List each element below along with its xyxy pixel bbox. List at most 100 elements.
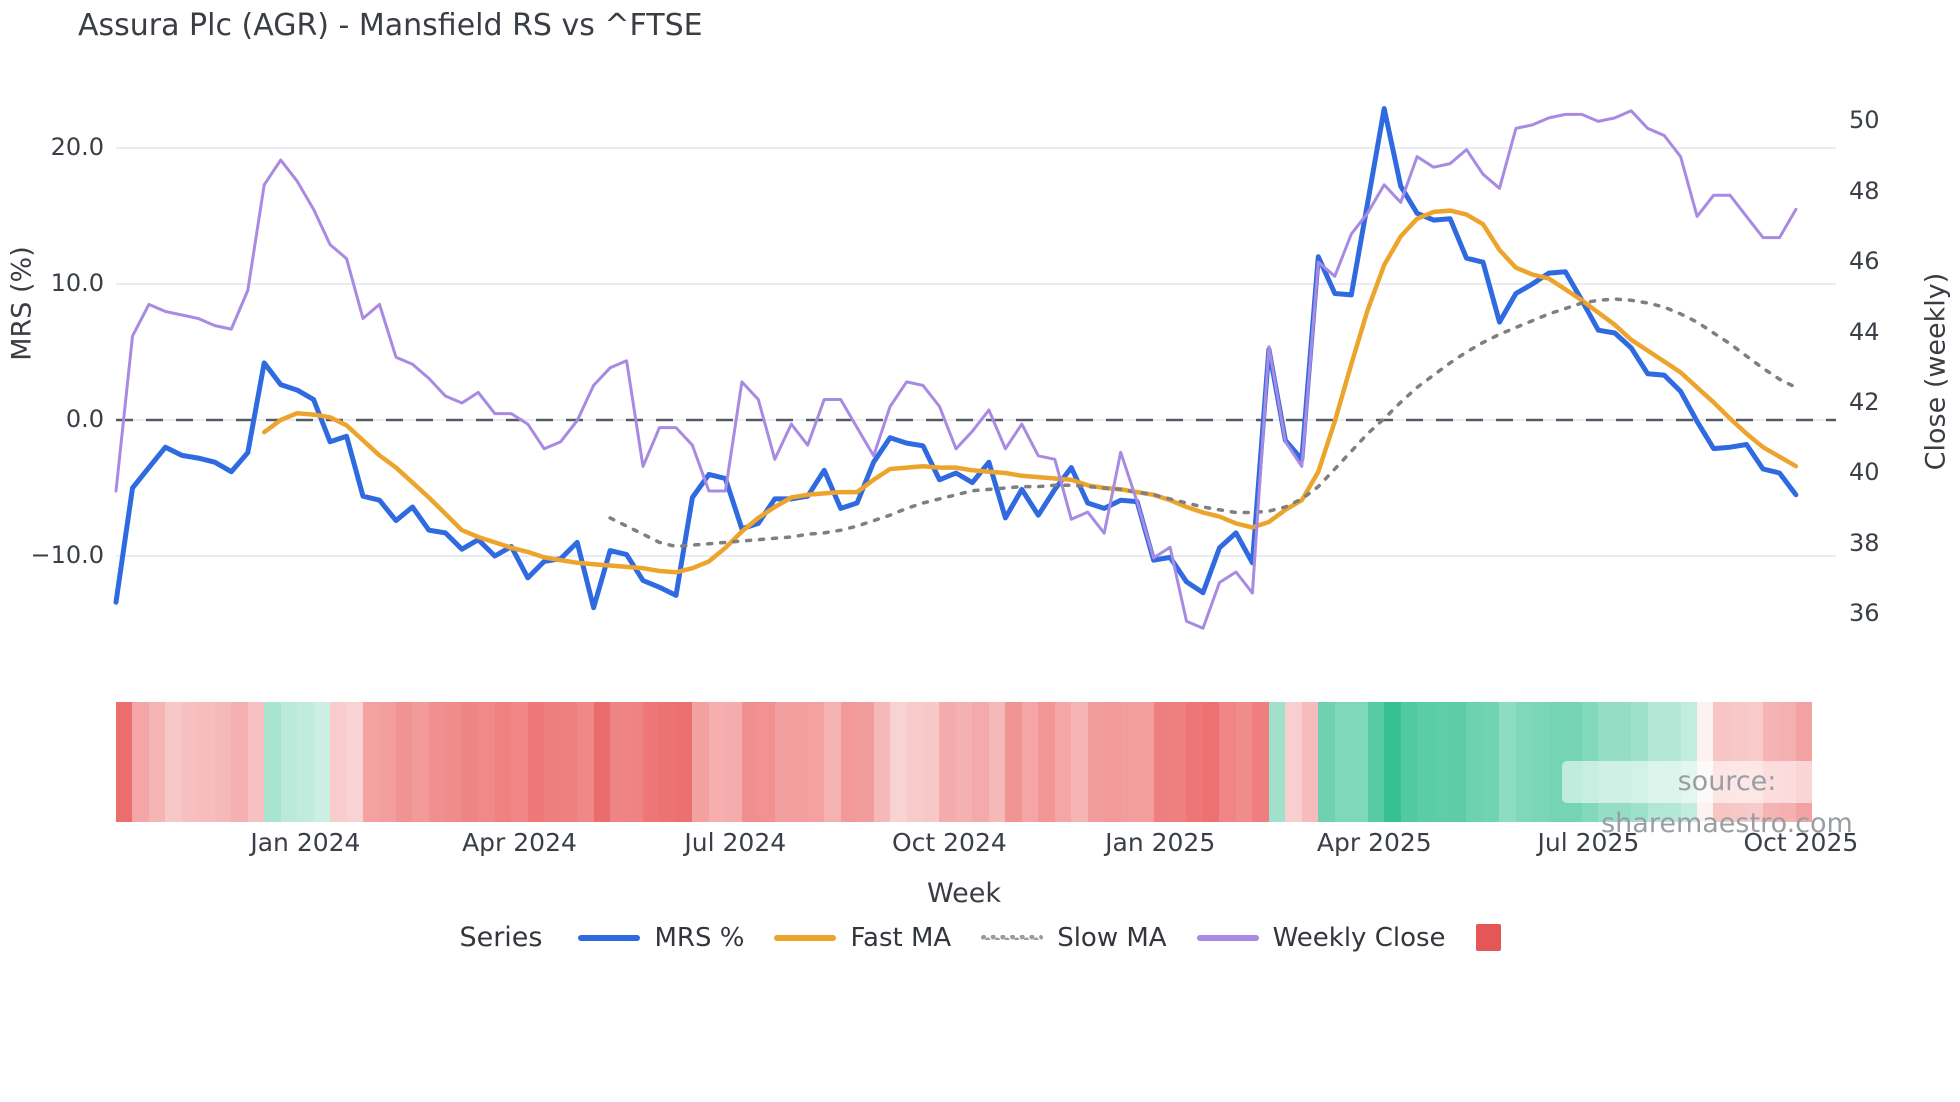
tick-label: 36 [1849, 599, 1880, 628]
weekly-close-line-swatch-icon [1196, 934, 1259, 941]
heatmap-cell [626, 702, 643, 822]
heatmap-cell [873, 702, 891, 822]
legend-item-label: Fast MA [850, 922, 952, 953]
heatmap-cell [428, 702, 446, 822]
heatmap-cell [280, 702, 298, 822]
heatmap-cell [1186, 702, 1203, 822]
heatmap-cell [395, 702, 413, 822]
heatmap-cell [1351, 702, 1368, 822]
heatmap-cell [1499, 702, 1516, 822]
heatmap-cell [181, 702, 199, 822]
tick-label: 50 [1849, 106, 1880, 135]
heatmap-cell [1137, 702, 1154, 822]
mrs-line-swatch-icon [578, 934, 641, 941]
heatmap-cell [544, 702, 561, 822]
heatmap-cell [708, 702, 726, 822]
tick-label: Apr 2025 [1316, 828, 1432, 857]
heatmap-cell [231, 702, 248, 822]
heatmap-cell [1285, 702, 1302, 822]
heatmap-cell [1318, 702, 1335, 822]
tick-label: 0.0 [65, 405, 104, 433]
heatmap-cell [1384, 702, 1401, 822]
heatmap-cell [313, 702, 331, 822]
heatmap-cell [1482, 702, 1500, 822]
tick-label: Apr 2024 [462, 828, 577, 857]
heatmap-cell [1202, 702, 1220, 822]
legend-item-heatmap [1475, 924, 1501, 951]
heatmap-cell [511, 702, 528, 822]
legend-item-slow-ma: Slow MA [981, 923, 1167, 953]
heatmap-cell [807, 702, 825, 822]
tick-label: Jan 2025 [1105, 828, 1216, 857]
heatmap-cell [643, 702, 660, 822]
heatmap-cell [363, 702, 380, 822]
legend: Series MRS % Fast MA Slow MA Weekly Clos… [0, 922, 1960, 953]
source-watermark: source: sharemaestro.com [1562, 761, 1892, 839]
heatmap-cell [1466, 702, 1483, 822]
heatmap-cell [527, 702, 545, 822]
heatmap-cell [774, 702, 792, 822]
heatmap-cell [1433, 702, 1450, 822]
heatmap-cell [116, 702, 133, 822]
heatmap-cell [1153, 702, 1170, 822]
heatmap-cell [922, 702, 940, 822]
heatmap-cell [478, 702, 495, 822]
x-axis-title: Week [927, 878, 1001, 909]
heatmap-cell [1449, 702, 1467, 822]
tick-label: 44 [1849, 317, 1880, 346]
legend-item-fast-ma: Fast MA [774, 923, 951, 953]
tick-label: Jul 2024 [684, 828, 787, 857]
tick-label: 20.0 [50, 133, 104, 161]
heatmap-cell [1417, 702, 1434, 822]
heatmap-cell [461, 702, 479, 822]
heatmap-cell [1268, 702, 1286, 822]
heatmap-cell [906, 702, 923, 822]
chart-title: Assura Plc (AGR) - Mansfield RS vs ^FTSE [78, 8, 703, 43]
heatmap-cell [412, 702, 429, 822]
heatmap-cell [610, 702, 627, 822]
legend-title: Series [459, 922, 543, 953]
heatmap-cell [1054, 702, 1072, 822]
heatmap-cell [1367, 702, 1385, 822]
heatmap-strip [116, 702, 1813, 822]
tick-label: 38 [1849, 528, 1880, 557]
heatmap-cell [1301, 702, 1319, 822]
heatmap-cell [1532, 702, 1549, 822]
legend-item-mrs: MRS % [578, 923, 744, 953]
heatmap-cell [1170, 702, 1187, 822]
tick-label: 48 [1849, 176, 1880, 205]
heatmap-cell [692, 702, 709, 822]
tick-label: Jul 2025 [1537, 828, 1640, 857]
tick-label: Oct 2025 [1721, 828, 1881, 857]
heatmap-cell [214, 702, 232, 822]
tick-label: Jan 2024 [250, 828, 361, 857]
heatmap-cell [758, 702, 775, 822]
heatmap-cell [1038, 702, 1055, 822]
heatmap-cell [972, 702, 989, 822]
heatmap-cell [725, 702, 742, 822]
heatmap-cell [1104, 702, 1121, 822]
heatmap-cell [1087, 702, 1105, 822]
heatmap-cell [1219, 702, 1236, 822]
heatmap-cell [1400, 702, 1418, 822]
legend-item-weekly-close: Weekly Close [1196, 923, 1446, 953]
heatmap-cell [857, 702, 874, 822]
heatmap-cell [593, 702, 611, 822]
heatmap-cell [330, 702, 347, 822]
heatmap-cell [264, 702, 281, 822]
heatmap-cell [1235, 702, 1253, 822]
heatmap-cell [741, 702, 759, 822]
heatmap-cell [675, 702, 693, 822]
heatmap-cell [132, 702, 149, 822]
heatmap-cell [148, 702, 166, 822]
heatmap-cell [346, 702, 364, 822]
heatmap-cell [939, 702, 956, 822]
heatmap-cell [560, 702, 578, 822]
heatmap-cell [247, 702, 265, 822]
heatmap-cell [988, 702, 1006, 822]
heatmap-cell [494, 702, 512, 822]
slow-ma-line-swatch-icon [981, 935, 1044, 940]
tick-label: 42 [1849, 388, 1880, 416]
fast-ma-line-swatch-icon [774, 934, 837, 941]
